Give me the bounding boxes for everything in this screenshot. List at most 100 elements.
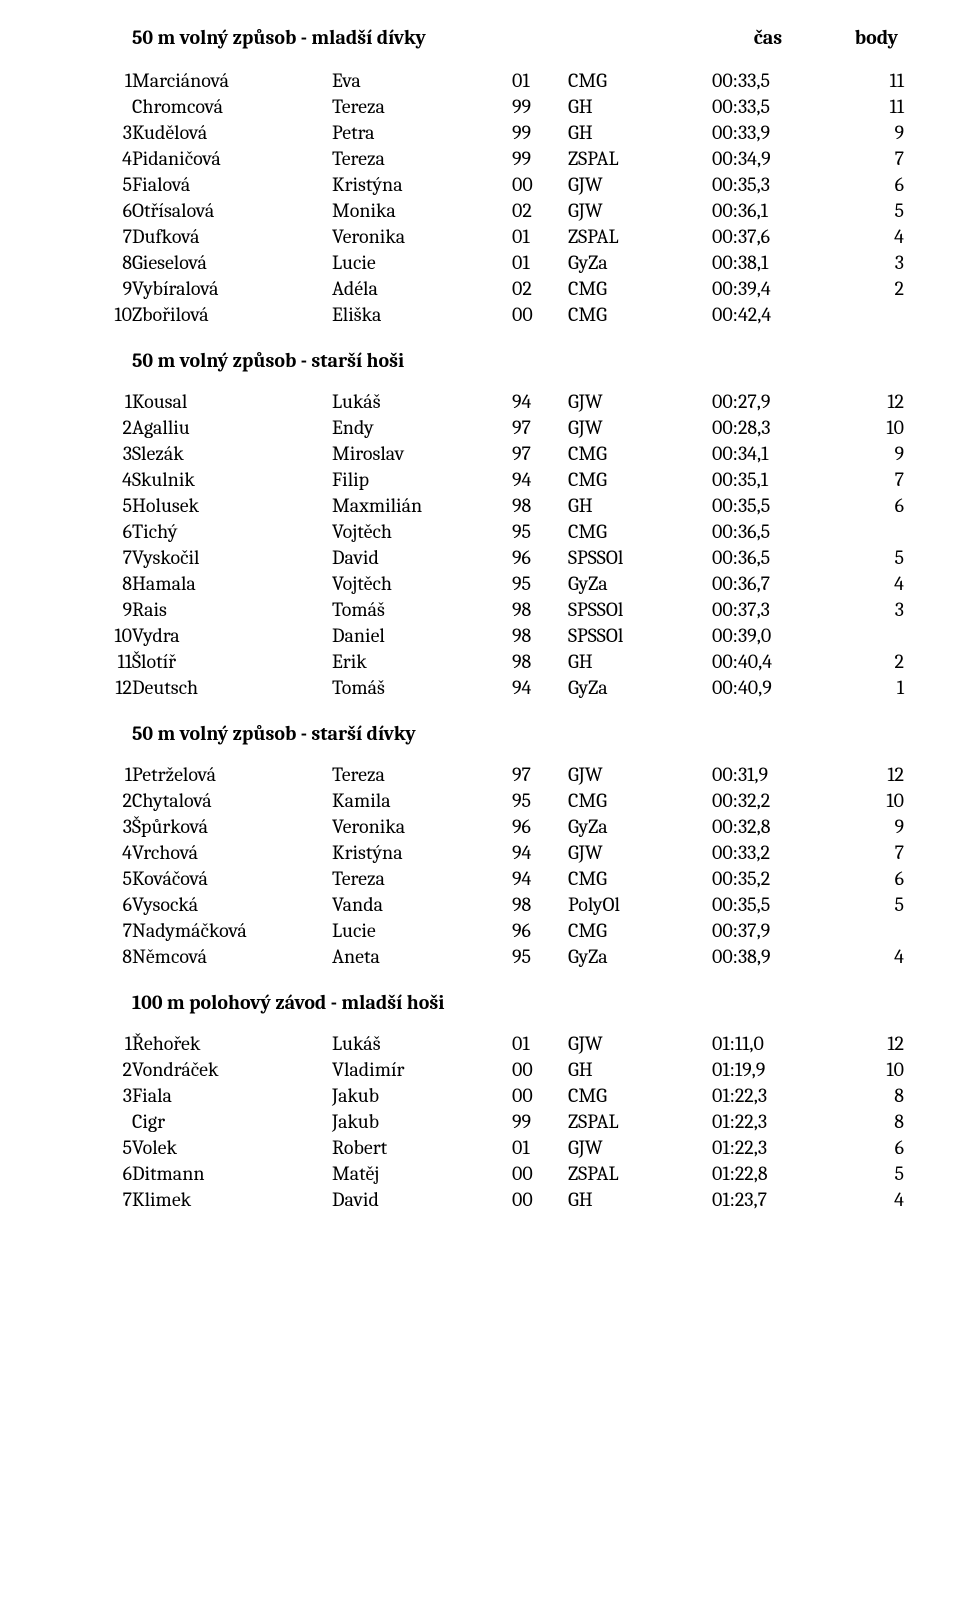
results-section: 100 m polohový závod - mladší hoši1Řehoř…	[90, 991, 904, 1212]
club-cell: GJW	[568, 1134, 712, 1160]
firstname-cell: Tereza	[332, 865, 512, 891]
table-row: 7NadymáčkováLucie96CMG00:37,9	[90, 917, 904, 943]
rank-cell: 3	[90, 119, 132, 145]
time-cell: 00:39,4	[712, 275, 812, 301]
table-row: 6OtřísalováMonika02GJW00:36,15	[90, 197, 904, 223]
surname-cell: Dufková	[132, 223, 332, 249]
points-cell: 4	[812, 943, 904, 969]
points-cell: 3	[812, 249, 904, 275]
surname-cell: Němcová	[132, 943, 332, 969]
points-cell: 11	[812, 67, 904, 93]
firstname-cell: Aneta	[332, 943, 512, 969]
table-row: 5HolusekMaxmilián98GH00:35,56	[90, 492, 904, 518]
firstname-cell: Lukáš	[332, 1030, 512, 1056]
firstname-cell: Tereza	[332, 93, 512, 119]
year-cell: 94	[512, 865, 568, 891]
surname-cell: Holusek	[132, 492, 332, 518]
points-cell: 7	[812, 839, 904, 865]
points-cell: 12	[812, 1030, 904, 1056]
rank-cell: 2	[90, 1056, 132, 1082]
results-section: 50 m volný způsob - starší hoši1KousalLu…	[90, 349, 904, 700]
firstname-cell: Maxmilián	[332, 492, 512, 518]
rank-cell: 8	[90, 249, 132, 275]
table-row: 2AgalliuEndy97GJW00:28,310	[90, 414, 904, 440]
table-row: 8NěmcováAneta95GyZa00:38,94	[90, 943, 904, 969]
year-cell: 95	[512, 943, 568, 969]
rank-cell: 1	[90, 388, 132, 414]
year-cell: 98	[512, 596, 568, 622]
firstname-cell: Tereza	[332, 145, 512, 171]
time-cell: 01:19,9	[712, 1056, 812, 1082]
year-cell: 00	[512, 1056, 568, 1082]
table-row: 5KováčováTereza94CMG00:35,26	[90, 865, 904, 891]
year-cell: 96	[512, 917, 568, 943]
table-row: 1MarciánováEva01CMG00:33,511	[90, 67, 904, 93]
firstname-cell: Lucie	[332, 917, 512, 943]
rank-cell: 7	[90, 223, 132, 249]
time-cell: 00:34,9	[712, 145, 812, 171]
results-table: 1KousalLukáš94GJW00:27,9122AgalliuEndy97…	[90, 388, 904, 700]
time-cell: 00:35,2	[712, 865, 812, 891]
points-cell: 2	[812, 648, 904, 674]
rank-cell: 9	[90, 275, 132, 301]
rank-cell: 11	[90, 648, 132, 674]
club-cell: SPSSOl	[568, 622, 712, 648]
rank-cell: 4	[90, 839, 132, 865]
rank-cell: 10	[90, 622, 132, 648]
rank-cell: 6	[90, 197, 132, 223]
year-cell: 99	[512, 119, 568, 145]
surname-cell: Kousal	[132, 388, 332, 414]
club-cell: GH	[568, 492, 712, 518]
rank-cell: 5	[90, 492, 132, 518]
club-cell: GJW	[568, 839, 712, 865]
table-row: 1KousalLukáš94GJW00:27,912	[90, 388, 904, 414]
surname-cell: Šlotíř	[132, 648, 332, 674]
table-row: 2VondráčekVladimír00GH01:19,910	[90, 1056, 904, 1082]
surname-cell: Gieselová	[132, 249, 332, 275]
club-cell: GJW	[568, 761, 712, 787]
club-cell: SPSSOl	[568, 596, 712, 622]
club-cell: GyZa	[568, 943, 712, 969]
surname-cell: Vondráček	[132, 1056, 332, 1082]
rank-cell: 5	[90, 171, 132, 197]
points-cell	[812, 518, 904, 544]
results-section: 1MarciánováEva01CMG00:33,511ChromcováTer…	[90, 67, 904, 327]
surname-cell: Otřísalová	[132, 197, 332, 223]
rank-cell: 6	[90, 891, 132, 917]
year-cell: 96	[512, 544, 568, 570]
surname-cell: Řehořek	[132, 1030, 332, 1056]
table-row: 12DeutschTomáš94GyZa00:40,91	[90, 674, 904, 700]
year-cell: 98	[512, 492, 568, 518]
column-label-points: body	[842, 26, 904, 49]
table-row: 11ŠlotířErik98GH00:40,42	[90, 648, 904, 674]
time-cell: 00:35,3	[712, 171, 812, 197]
table-row: 7VyskočilDavid96SPSSOl00:36,55	[90, 544, 904, 570]
firstname-cell: Tereza	[332, 761, 512, 787]
surname-cell: Ditmann	[132, 1160, 332, 1186]
rank-cell: 8	[90, 570, 132, 596]
year-cell: 02	[512, 275, 568, 301]
surname-cell: Vybíralová	[132, 275, 332, 301]
club-cell: ZSPAL	[568, 223, 712, 249]
points-cell: 2	[812, 275, 904, 301]
rank-cell: 2	[90, 414, 132, 440]
firstname-cell: Lucie	[332, 249, 512, 275]
table-row: 3ŠpůrkováVeronika96GyZa00:32,89	[90, 813, 904, 839]
year-cell: 01	[512, 223, 568, 249]
table-row: CigrJakub99ZSPAL01:22,38	[90, 1108, 904, 1134]
club-cell: GH	[568, 1056, 712, 1082]
time-cell: 00:39,0	[712, 622, 812, 648]
club-cell: ZSPAL	[568, 145, 712, 171]
surname-cell: Vysocká	[132, 891, 332, 917]
table-row: 3SlezákMiroslav97CMG00:34,19	[90, 440, 904, 466]
firstname-cell: Vladimír	[332, 1056, 512, 1082]
time-cell: 00:36,5	[712, 518, 812, 544]
year-cell: 00	[512, 1186, 568, 1212]
club-cell: GH	[568, 119, 712, 145]
club-cell: ZSPAL	[568, 1108, 712, 1134]
column-label-time: čas	[694, 26, 842, 49]
points-cell: 4	[812, 223, 904, 249]
time-cell: 00:35,5	[712, 492, 812, 518]
club-cell: CMG	[568, 917, 712, 943]
surname-cell: Tichý	[132, 518, 332, 544]
